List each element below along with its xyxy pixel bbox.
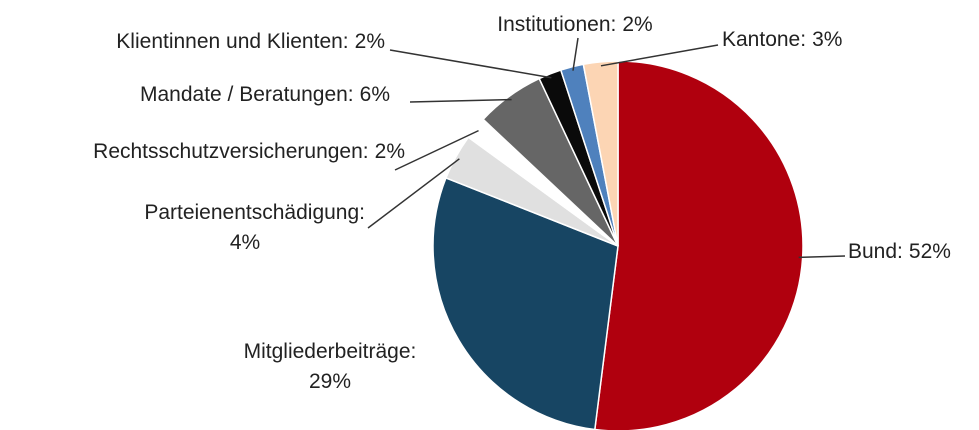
leader-line: [367, 158, 460, 229]
category-label: Parteienentschädigung:: [144, 201, 365, 224]
pie-slice: [582, 60, 619, 247]
value-label: 2%: [355, 30, 385, 53]
category-label: Mitgliederbeiträge:: [244, 340, 417, 363]
leader-line: [798, 255, 846, 259]
leader-line: [409, 98, 512, 103]
leader-line: [394, 129, 479, 171]
leader-line: [389, 49, 552, 79]
category-label: Bund:: [848, 240, 903, 263]
value-label: 29%: [309, 370, 351, 393]
value-label: 2%: [622, 13, 652, 36]
leader-line: [600, 44, 719, 67]
category-label: Rechtsschutzversicherungen:: [93, 140, 368, 163]
category-label: Klientinnen und Klienten:: [116, 30, 348, 53]
data-label: Rechtsschutzversicherungen: 2%: [93, 140, 405, 163]
data-label: Mitgliederbeiträge: 29%: [244, 340, 417, 393]
value-label: 3%: [812, 28, 842, 51]
data-label: Klientinnen und Klienten: 2%: [116, 30, 385, 53]
data-label: Institutionen: 2%: [497, 13, 652, 36]
pie-slice: [593, 60, 804, 430]
pie-slice: [432, 176, 619, 430]
data-label: Parteienentschädigung: 4%: [144, 201, 365, 254]
category-label: Institutionen:: [497, 13, 616, 36]
value-label: 2%: [375, 140, 405, 163]
category-label: Kantone:: [722, 28, 806, 51]
value-label: 6%: [360, 83, 390, 106]
value-label: 4%: [230, 231, 260, 254]
data-label: Kantone: 3%: [722, 28, 842, 51]
data-label: Mandate / Beratungen: 6%: [140, 83, 390, 106]
category-label: Mandate / Beratungen:: [140, 83, 354, 106]
value-label: 52%: [909, 240, 951, 263]
data-label: Bund: 52%: [848, 240, 951, 263]
leader-line: [572, 37, 579, 71]
